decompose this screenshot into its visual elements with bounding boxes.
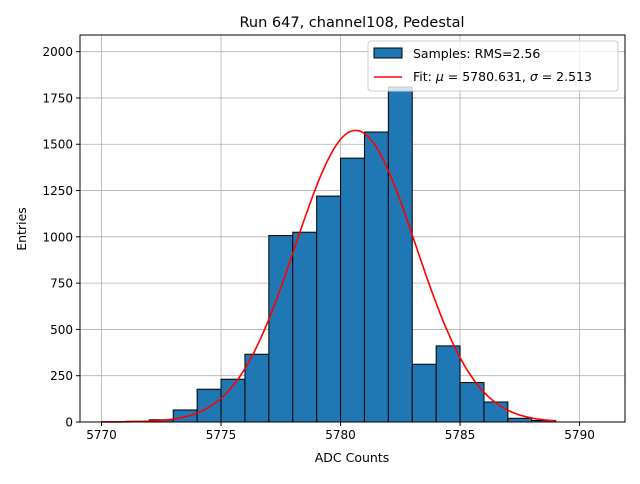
histogram-bar <box>341 158 365 422</box>
x-tick-label: 5785 <box>445 428 476 442</box>
histogram-bars <box>102 87 556 422</box>
histogram-bar <box>197 389 221 422</box>
y-tick-label: 750 <box>50 277 73 291</box>
y-tick-label: 0 <box>65 416 73 430</box>
legend-hist-label: Samples: RMS=2.56 <box>413 46 540 61</box>
histogram-bar <box>293 232 317 422</box>
histogram-bar <box>388 87 412 422</box>
x-tick-label: 5775 <box>206 428 237 442</box>
y-tick-label: 1000 <box>42 230 73 244</box>
chart-title: Run 647, channel108, Pedestal <box>239 15 464 31</box>
y-tick-label: 1250 <box>42 184 73 198</box>
x-tick-label: 5780 <box>325 428 356 442</box>
y-tick-label: 1500 <box>42 138 73 152</box>
histogram-bar <box>317 196 341 422</box>
y-axis-label: Entries <box>14 207 29 251</box>
x-axis-label: ADC Counts <box>315 450 390 465</box>
x-tick-label: 5770 <box>86 428 117 442</box>
y-tick-label: 1750 <box>42 91 73 105</box>
x-tick-label: 5790 <box>564 428 595 442</box>
y-tick-label: 2000 <box>42 45 73 59</box>
histogram-bar <box>412 364 436 422</box>
y-tick-label: 500 <box>50 323 73 337</box>
legend: Samples: RMS=2.56 Fit: μ = 5780.631, σ =… <box>368 41 618 91</box>
histogram-bar <box>484 402 508 422</box>
legend-fit-label: Fit: μ = 5780.631, σ = 2.513 <box>413 69 592 84</box>
histogram-bar <box>245 354 269 422</box>
y-tick-label: 250 <box>50 369 73 383</box>
histogram-bar <box>364 132 388 422</box>
histogram-bar <box>508 418 532 422</box>
legend-hist-swatch <box>374 48 402 58</box>
histogram-bar <box>436 346 460 422</box>
